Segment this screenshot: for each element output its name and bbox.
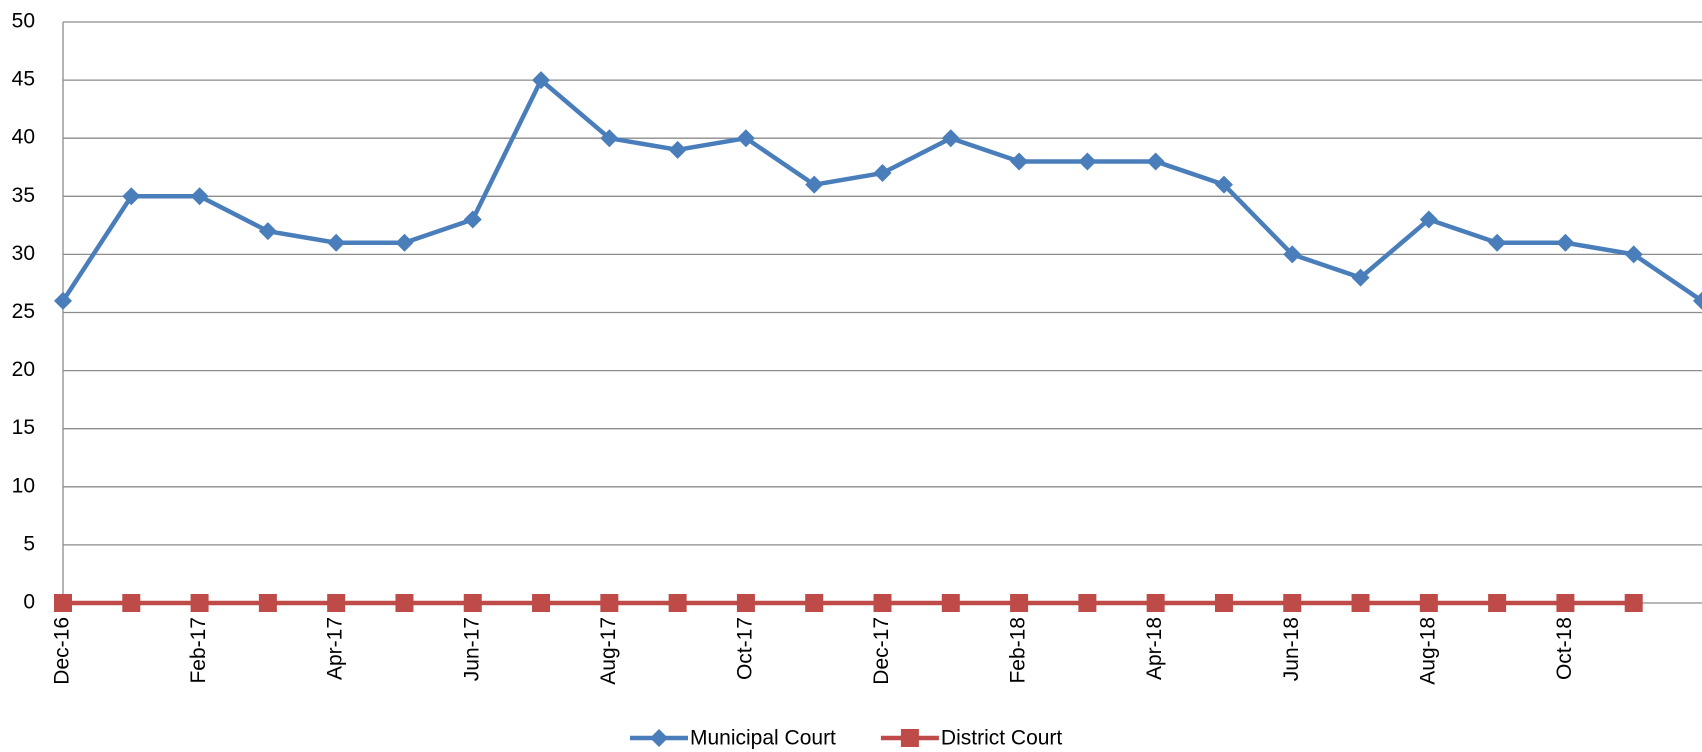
marker xyxy=(600,129,619,148)
marker xyxy=(805,594,824,612)
marker xyxy=(1488,594,1507,612)
marker xyxy=(1214,175,1233,194)
marker xyxy=(1214,594,1233,612)
marker xyxy=(1146,594,1165,612)
marker xyxy=(532,71,551,90)
marker xyxy=(1624,594,1643,612)
marker xyxy=(1010,152,1029,171)
marker xyxy=(1283,594,1302,612)
marker xyxy=(395,233,414,252)
x-tick-label: Oct-18 xyxy=(1553,617,1576,680)
marker xyxy=(463,210,482,229)
marker xyxy=(190,187,209,206)
y-tick-label: 15 xyxy=(12,416,35,439)
y-tick-label: 30 xyxy=(12,242,35,265)
marker xyxy=(873,164,892,183)
marker xyxy=(941,594,960,612)
y-tick-label: 20 xyxy=(12,358,35,381)
y-tick-label: 50 xyxy=(12,10,35,33)
marker xyxy=(873,594,892,612)
marker xyxy=(736,129,755,148)
marker xyxy=(1419,594,1438,612)
legend-label: Municipal Court xyxy=(690,727,836,750)
x-tick-label: Feb-18 xyxy=(1007,617,1030,684)
marker xyxy=(395,594,414,612)
y-tick-label: 25 xyxy=(12,300,35,323)
y-tick-label: 40 xyxy=(12,126,35,149)
marker xyxy=(1078,594,1097,612)
legend-marker xyxy=(650,729,668,747)
y-tick-label: 35 xyxy=(12,184,35,207)
marker xyxy=(1556,233,1575,252)
marker xyxy=(1351,594,1370,612)
x-tick-label: Dec-17 xyxy=(870,617,893,685)
marker xyxy=(1419,210,1438,229)
marker xyxy=(1283,245,1302,264)
marker xyxy=(463,594,482,612)
marker xyxy=(1556,594,1575,612)
marker xyxy=(54,594,72,612)
x-tick-label: Feb-17 xyxy=(187,617,210,684)
marker xyxy=(600,594,619,612)
y-tick-label: 45 xyxy=(12,68,35,91)
marker xyxy=(54,291,72,310)
x-tick-label: Jun-18 xyxy=(1280,617,1303,681)
x-tick-label: Oct-17 xyxy=(733,617,756,680)
y-tick-label: 5 xyxy=(23,532,35,555)
marker xyxy=(122,594,141,612)
marker xyxy=(258,594,277,612)
marker xyxy=(668,594,687,612)
legend-marker xyxy=(900,729,919,747)
x-tick-label: Apr-18 xyxy=(1143,617,1166,680)
marker xyxy=(1488,233,1507,252)
marker xyxy=(258,222,277,241)
x-tick-label: Jun-17 xyxy=(460,617,483,681)
x-tick-label: Aug-18 xyxy=(1416,617,1439,685)
marker xyxy=(327,594,346,612)
y-tick-label: 0 xyxy=(23,591,35,614)
marker xyxy=(1351,268,1370,287)
marker xyxy=(1010,594,1029,612)
marker xyxy=(532,594,551,612)
x-tick-label: Aug-17 xyxy=(597,617,620,685)
legend-label: District Court xyxy=(941,727,1063,750)
marker xyxy=(122,187,141,206)
marker xyxy=(1078,152,1097,171)
marker xyxy=(1624,245,1643,264)
x-tick-label: Apr-17 xyxy=(324,617,347,680)
marker xyxy=(736,594,755,612)
y-tick-label: 10 xyxy=(12,474,35,497)
marker xyxy=(327,233,346,252)
marker xyxy=(1693,291,1702,310)
marker xyxy=(1146,152,1165,171)
marker xyxy=(941,129,960,148)
marker xyxy=(190,594,209,612)
series-line xyxy=(61,77,1702,303)
marker xyxy=(668,140,687,159)
marker xyxy=(805,175,824,194)
x-tick-label: Dec-16 xyxy=(51,617,74,685)
